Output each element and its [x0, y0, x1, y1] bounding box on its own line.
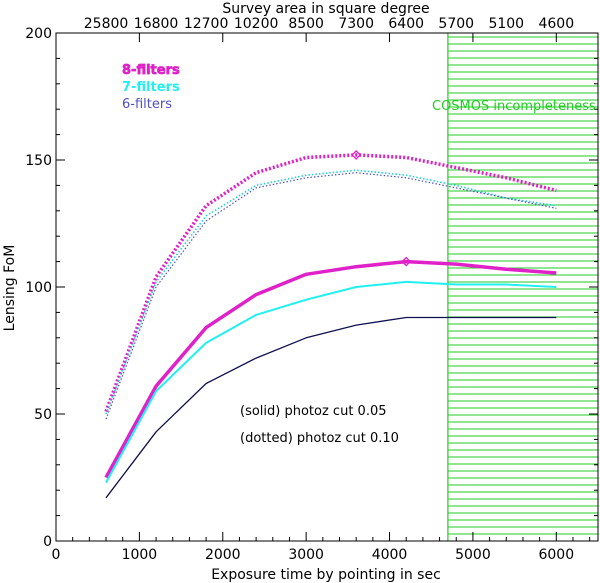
top-tick-label: 12700	[184, 16, 229, 32]
top-tick-label: 10200	[234, 16, 279, 32]
legend-8-filters: 8-filters	[122, 63, 180, 78]
x-tick-label: 1000	[122, 547, 158, 563]
top-tick-label: 5100	[488, 16, 524, 32]
y-tick-label: 0	[43, 534, 52, 550]
top-tick-label: 25800	[84, 16, 129, 32]
peak-marker-1	[351, 150, 362, 160]
legend-6-filters: 6-filters	[122, 97, 172, 112]
x-tick-label: 6000	[538, 547, 574, 563]
y-axis-title: Lensing FoM	[2, 245, 18, 332]
series-6-filters-solid	[105, 316, 557, 499]
y-tick-label: 100	[25, 280, 52, 296]
annotation-dotted: (dotted) photoz cut 0.10	[240, 431, 399, 446]
x-axis-title: Exposure time by pointing in sec	[211, 567, 441, 583]
cosmos-incompleteness-region	[447, 33, 598, 541]
peak-marker-2	[401, 256, 412, 267]
series-8-filters-solid	[104, 259, 557, 479]
y-tick-label: 50	[34, 407, 52, 423]
top-tick-label: 7300	[338, 16, 374, 32]
series-7-filters-dotted	[105, 169, 557, 415]
annotation-solid: (solid) photoz cut 0.05	[240, 404, 387, 419]
cosmos-incompleteness-label: COSMOS incompleteness	[432, 99, 596, 114]
legend-7-filters: 7-filters	[122, 80, 180, 95]
top-tick-label: 6400	[388, 16, 424, 32]
x-tick-label: 0	[52, 547, 61, 563]
series-7-filters-solid	[105, 280, 557, 484]
y-tick-label: 200	[25, 26, 52, 42]
x-tick-label: 4000	[372, 547, 408, 563]
x-tick-label: 2000	[205, 547, 241, 563]
x-tick-label: 3000	[288, 547, 324, 563]
top-tick-label: 4600	[538, 16, 574, 32]
y-tick-label: 150	[25, 153, 52, 169]
top-tick-label: 16800	[134, 16, 179, 32]
top-tick-label: 8500	[288, 16, 324, 32]
top-axis-title: Survey area in square degree	[222, 1, 429, 17]
peak-markers	[351, 150, 412, 267]
x-tick-label: 5000	[455, 547, 491, 563]
series-6-filters-dotted	[105, 172, 557, 420]
series-layer	[104, 153, 557, 499]
top-tick-label: 5700	[438, 16, 474, 32]
